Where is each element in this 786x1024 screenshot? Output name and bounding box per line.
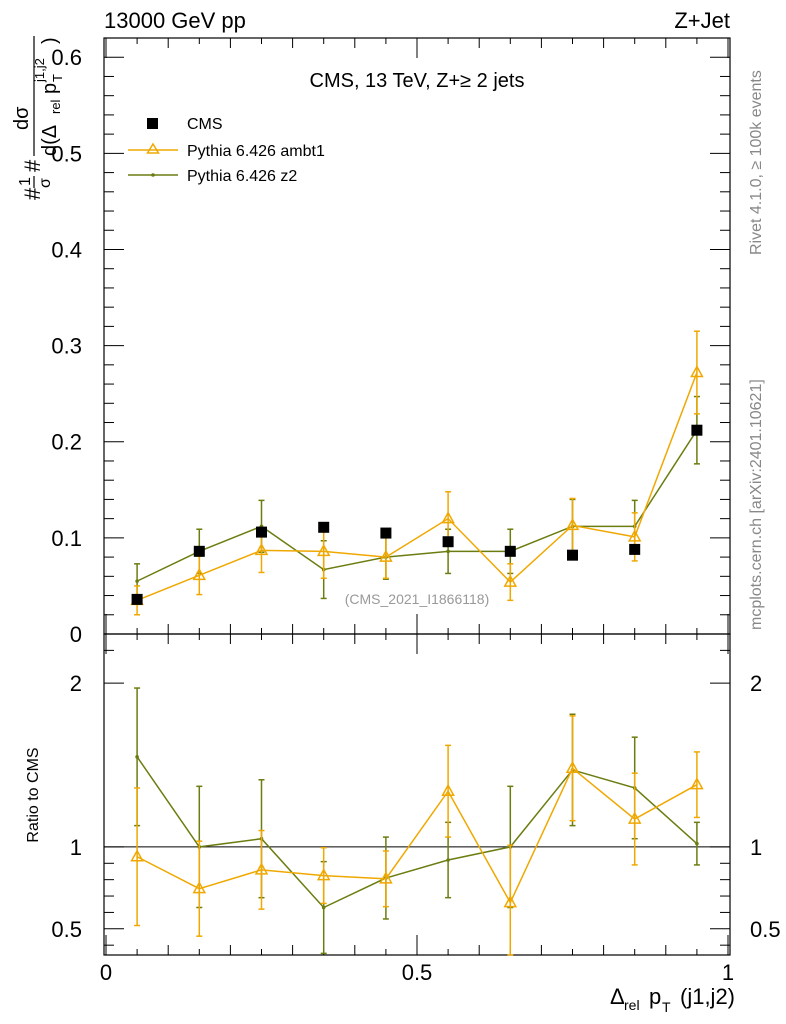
point-ambt1	[565, 517, 580, 531]
x-tick-label: 1	[722, 960, 734, 985]
ratio-point-z2	[321, 905, 326, 910]
point-cms	[380, 527, 392, 539]
y-title-dsigma: dσ	[11, 106, 33, 130]
x-title-p: p	[649, 984, 661, 1009]
ratio-point-z2	[446, 858, 450, 862]
ratio-point-ambt1	[192, 881, 207, 894]
point-cms	[442, 536, 454, 548]
point-cms	[629, 543, 641, 555]
x-title-rel: rel	[624, 997, 640, 1013]
chart-title: CMS, 13 TeV, Z+≥ 2 jets	[310, 70, 525, 92]
legend-marker-z2	[151, 173, 155, 177]
point-ambt1	[503, 574, 518, 587]
ratio-line-z2	[136, 756, 698, 909]
x-tick-label: 0	[100, 960, 112, 985]
y-tick-label: 0.2	[51, 430, 82, 455]
point-z2	[446, 549, 450, 554]
header-left: 13000 GeV pp	[104, 8, 246, 33]
y-title-one: 1	[17, 177, 34, 186]
point-ambt1	[192, 567, 207, 581]
y-title-close: )	[39, 37, 61, 44]
rivet-label: Rivet 4.1.0, ≥ 100k events	[748, 70, 765, 255]
y-tick-label: 0.6	[51, 45, 82, 70]
point-z2	[135, 579, 139, 583]
x-axis-title: Δ rel p T (j1,j2)	[610, 984, 735, 1015]
ratio-point-ambt1	[254, 862, 269, 875]
y-title-sup: j1,j2	[32, 58, 47, 83]
ratio-point-z2	[135, 755, 139, 759]
y-tick-label: 0	[70, 622, 82, 647]
y-tick-label: 0.4	[51, 237, 82, 262]
point-cms	[193, 545, 205, 557]
point-cms	[318, 521, 330, 533]
y-title-p: p	[39, 83, 61, 94]
x-title-delta: Δ	[610, 984, 625, 1009]
line-ambt1	[136, 372, 698, 602]
point-cms	[256, 526, 267, 538]
legend-marker-ambt1	[146, 142, 160, 154]
ratio-tick-label: 0.5	[51, 917, 82, 942]
header-right: Z+Jet	[674, 8, 730, 33]
ratio-tick-label: 2	[70, 671, 82, 696]
point-ambt1	[316, 543, 331, 557]
ratio-tick-label-right: 1	[750, 835, 762, 860]
ratio-point-ambt1	[565, 760, 580, 774]
ratio-tick-label-right: 2	[750, 671, 762, 696]
y-title-hash-2: #	[20, 159, 45, 172]
x-title-suffix: (j1,j2)	[680, 984, 735, 1009]
ratio-line-ambt1	[136, 767, 698, 905]
mcplots-label: mcplots.cern.ch [arXiv:2401.10621]	[748, 379, 765, 630]
y-tick-label: 0.1	[51, 526, 82, 551]
y-title-denominator: d(Δ	[39, 125, 61, 156]
x-tick-label: 0.5	[402, 960, 433, 985]
legend-label-z2: Pythia 6.426 z2	[187, 168, 297, 185]
x-axis: 0 0.5 1	[100, 38, 734, 985]
point-cms	[504, 545, 516, 557]
ratio-point-ambt1	[690, 777, 704, 790]
y-title-sigma: σ	[37, 178, 54, 188]
ratio-point-ambt1	[130, 849, 144, 862]
y-tick-label: 0.3	[51, 334, 82, 359]
legend-label-ambt1: Pythia 6.426 ambt1	[187, 143, 325, 160]
line-z2	[136, 429, 698, 582]
point-cms	[567, 549, 578, 561]
main-series	[130, 330, 704, 616]
ratio-series	[130, 687, 704, 956]
legend: CMS Pythia 6.426 ambt1 Pythia 6.426 z2	[128, 116, 325, 185]
y-title-hash: #	[20, 187, 45, 200]
x-title-T: T	[662, 999, 671, 1015]
main-y-axis: 0 0.1 0.2 0.3 0.4 0.5 0.6	[51, 45, 730, 647]
ratio-tick-label: 1	[70, 835, 82, 860]
y-tick-label: 0.5	[51, 141, 82, 166]
legend-label-cms: CMS	[187, 116, 223, 133]
point-ambt1	[627, 529, 642, 542]
point-ambt1	[254, 542, 269, 556]
ratio-point-z2	[695, 841, 699, 846]
ratio-point-ambt1	[379, 871, 393, 884]
legend-marker-cms	[147, 118, 158, 129]
ratio-point-ambt1	[316, 868, 331, 881]
ratio-y-axis: 0.5 0.5 1 1 2 2	[51, 649, 781, 946]
y-title-rel: rel	[48, 99, 63, 114]
point-cms	[131, 593, 143, 605]
ratio-tick-label-right: 0.5	[750, 917, 781, 942]
chart-watermark: (CMS_2021_I1866118)	[345, 591, 490, 607]
point-ambt1	[441, 511, 455, 524]
ratio-point-ambt1	[627, 811, 642, 824]
ratio-y-axis-title: Ratio to CMS	[25, 747, 42, 842]
point-ambt1	[690, 364, 704, 378]
point-ambt1	[379, 549, 393, 562]
y-title-T: T	[50, 74, 65, 82]
ratio-point-ambt1	[441, 783, 455, 796]
main-y-axis-title: # 1 σ # dσ d(Δ rel p T j1,j2 )	[11, 36, 65, 200]
point-cms	[691, 424, 703, 436]
ratio-point-ambt1	[503, 895, 518, 908]
